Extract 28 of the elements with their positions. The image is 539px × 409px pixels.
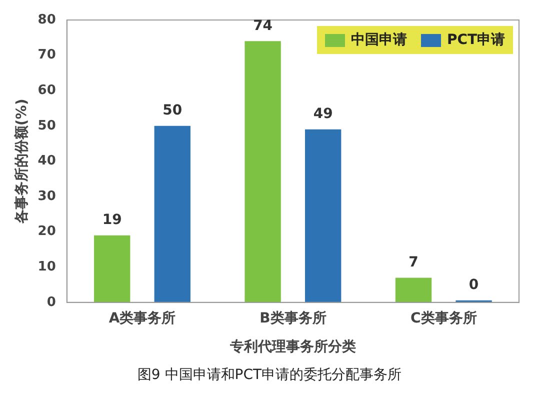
- legend-label: 中国申请: [351, 31, 407, 49]
- data-label: 50: [162, 102, 182, 119]
- data-label: 74: [253, 18, 273, 34]
- x-tick-label: C类事务所: [410, 310, 477, 326]
- bar: [395, 278, 432, 302]
- bar: [305, 129, 342, 302]
- bar: [94, 235, 130, 302]
- y-tick-label: 80: [38, 12, 56, 28]
- y-tick-label: 60: [38, 82, 56, 98]
- y-tick-label: 20: [38, 224, 56, 240]
- caption: 图9 中国申请和PCT申请的委托分配事务所: [136, 366, 403, 384]
- y-tick-label: 10: [38, 259, 56, 274]
- y-tick-label: 50: [38, 118, 56, 134]
- data-label: 7: [408, 254, 418, 270]
- y-tick-label: 40: [38, 154, 56, 169]
- legend-label: PCT申请: [447, 31, 506, 49]
- data-label: 0: [468, 277, 479, 294]
- y-tick-label: 30: [38, 188, 56, 204]
- x-tick-label: B类事务所: [260, 310, 326, 326]
- y-tick-label: 0: [46, 294, 56, 310]
- x-axis-title: 专利代理事务所分类: [228, 338, 356, 356]
- bar: [244, 41, 281, 302]
- data-label: 49: [313, 106, 333, 122]
- data-label: 19: [102, 212, 122, 228]
- bar: [154, 126, 190, 302]
- x-tick-label: A类事务所: [108, 310, 176, 326]
- y-tick-label: 70: [38, 48, 56, 63]
- y-axis-title: 各事务所的份额(%): [13, 98, 30, 225]
